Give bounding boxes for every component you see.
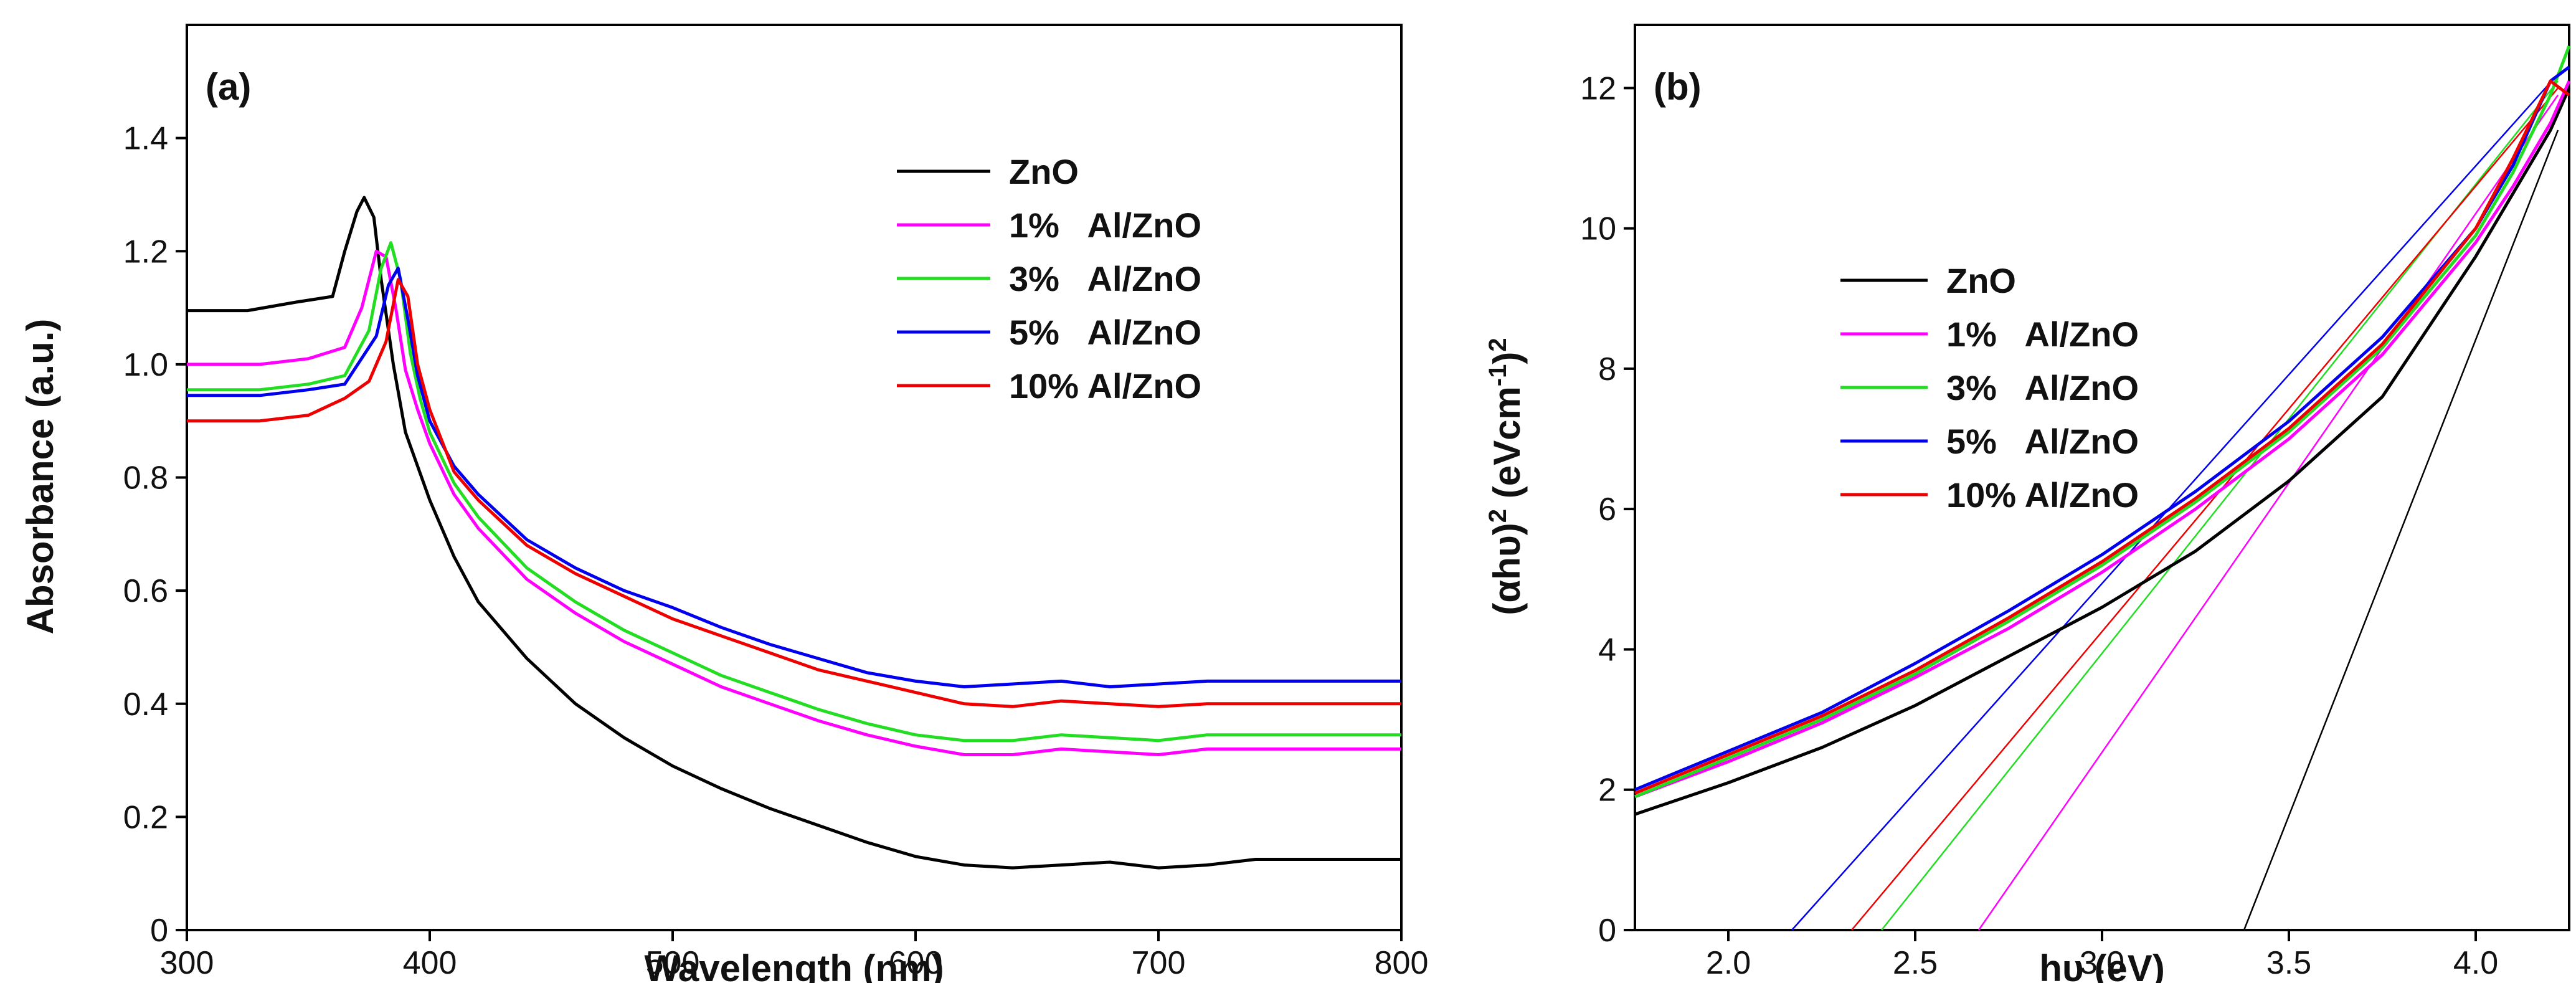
- y-tick-label: 2: [1598, 772, 1616, 809]
- panel-b-y-axis-title: (αhυ)2 (eVcm-1)2: [1484, 338, 1528, 615]
- legend-label: 5% Al/ZnO: [1946, 422, 2139, 461]
- panel-a-ticks: 300 400 500 600 700 800 0 0.2 0.4 0.6 0.8 1.0 1.2 1.4: [123, 121, 1429, 981]
- x-tick-label: 700: [1132, 945, 1186, 981]
- legend-label: 5% Al/ZnO: [1009, 313, 1201, 352]
- x-tick-label: 3.0: [2080, 945, 2124, 981]
- panel-b-x-axis-title: hυ (eV): [2039, 947, 2165, 983]
- panel-a-absorbance-chart: 300 400 500 600 700 800 0 0.2 0.4 0.6 0.8 1.0 1.2 1.4…: [19, 24, 1429, 983]
- y-tick-label: 0.6: [123, 573, 168, 609]
- y-axis-title-part: (αhυ): [1486, 523, 1528, 615]
- panel-a-y-axis-title: Absorbance (a.u.): [19, 319, 61, 635]
- panel-b-series: [1634, 45, 2571, 816]
- panel-a-label: (a): [206, 66, 251, 108]
- y-axis-title-part: ): [1486, 352, 1528, 364]
- y-tick-label: 0: [1598, 913, 1616, 949]
- panel-b-tauc-plot: 2.0 2.5 3.0 3.5 4.0 0 2 4 6 8 10 12 (b) ZnO 1% Al/Zn…: [1484, 24, 2571, 983]
- x-tick-label: 4.0: [2453, 945, 2498, 981]
- legend-label: 1% Al/ZnO: [1946, 315, 2139, 354]
- x-tick-label: 500: [646, 945, 700, 981]
- y-tick-label: 0: [150, 913, 168, 949]
- legend-label: 10% Al/ZnO: [1009, 366, 1201, 406]
- x-tick-label: 2.5: [1893, 945, 1938, 981]
- y-axis-title-part: (eVcm: [1486, 386, 1528, 509]
- panel-a-legend: ZnO 1% Al/ZnO 3% Al/ZnO 5% Al/ZnO 10% Al/ZnO: [897, 152, 1201, 406]
- series-line: [1634, 80, 2571, 799]
- panel-b-ticks: 2.0 2.5 3.0 3.5 4.0 0 2 4 6 8 10 12: [1580, 70, 2498, 981]
- y-tick-label: 0.8: [123, 460, 168, 496]
- tangent-fit-line: [1791, 74, 2559, 931]
- series-line: [1634, 79, 2570, 795]
- series-line: [1634, 87, 2571, 816]
- y-tick-label: 8: [1598, 351, 1616, 387]
- y-tick-label: 1.4: [123, 121, 168, 157]
- tangent-fit-line: [1977, 94, 2559, 931]
- y-axis-title-superscript: -1: [1484, 364, 1512, 387]
- panel-a-plot-area: [186, 24, 1403, 931]
- legend-label: 1% Al/ZnO: [1009, 206, 1201, 245]
- y-axis-title-superscript: 2: [1484, 509, 1512, 523]
- x-tick-label: 400: [403, 945, 457, 981]
- panel-b-legend: ZnO 1% Al/ZnO 3% Al/ZnO 5% Al/ZnO 10% Al/ZnO: [1840, 261, 2139, 515]
- panel-b-label: (b): [1654, 66, 1702, 108]
- tangent-fit-line: [1851, 87, 2559, 931]
- y-tick-label: 4: [1598, 632, 1616, 668]
- y-tick-label: 12: [1580, 70, 1616, 107]
- legend-label: ZnO: [1009, 152, 1079, 191]
- legend-label: 3% Al/ZnO: [1946, 368, 2139, 407]
- x-tick-label: 600: [889, 945, 943, 981]
- x-tick-label: 800: [1375, 945, 1429, 981]
- panel-b-tangent-fits: [1791, 74, 2559, 931]
- legend-label: 10% Al/ZnO: [1946, 475, 2139, 515]
- tangent-fit-line: [2243, 130, 2559, 931]
- x-tick-label: 300: [160, 945, 214, 981]
- x-tick-label: 3.5: [2266, 945, 2311, 981]
- series-line: [187, 241, 1401, 743]
- y-axis-title-superscript: 2: [1484, 338, 1512, 351]
- x-tick-label: 2.0: [1706, 945, 1751, 981]
- y-tick-label: 1.0: [123, 347, 168, 383]
- series-line: [187, 278, 1401, 708]
- series-line: [1634, 65, 2570, 792]
- panel-a-series: [187, 196, 1401, 870]
- legend-label: 3% Al/ZnO: [1009, 259, 1201, 298]
- series-line: [1634, 45, 2571, 799]
- legend-label: ZnO: [1946, 261, 2016, 300]
- y-tick-label: 1.2: [123, 234, 168, 270]
- series-line: [187, 267, 1401, 688]
- series-line: [187, 249, 1401, 756]
- panel-a-x-axis-title: Wavelength (nm): [644, 947, 944, 983]
- y-tick-label: 6: [1598, 492, 1616, 528]
- y-tick-label: 0.4: [123, 686, 168, 723]
- y-tick-label: 10: [1580, 211, 1616, 247]
- series-line: [187, 196, 1401, 870]
- y-tick-label: 0.2: [123, 799, 168, 835]
